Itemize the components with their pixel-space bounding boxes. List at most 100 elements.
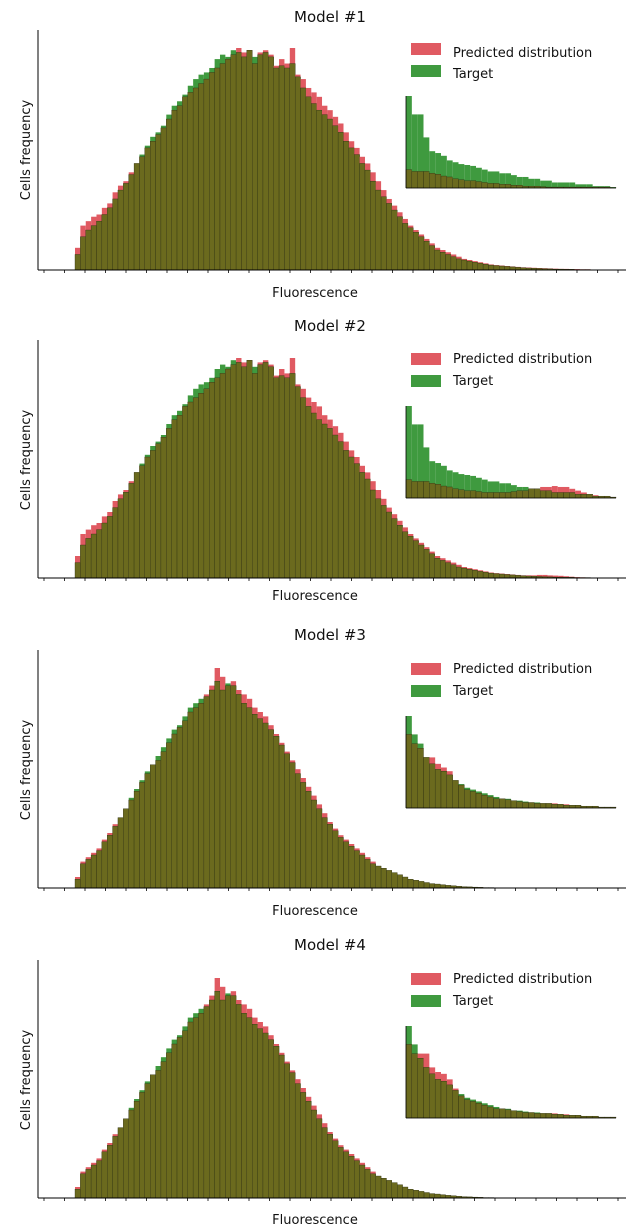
inset-bar-overlap [440, 485, 448, 499]
bar-overlap [380, 1178, 387, 1199]
bar-overlap [85, 859, 92, 889]
bar-overlap [439, 560, 446, 579]
inset-bar-overlap [434, 484, 442, 499]
inset-bar-overlap [504, 184, 512, 189]
bar-predicted [542, 574, 548, 578]
inset-bar-target [476, 477, 482, 498]
bar-overlap [380, 868, 387, 889]
bar-overlap [225, 995, 231, 1199]
inset-bar-overlap [423, 171, 430, 189]
inset-bar-target [581, 184, 587, 188]
bar-overlap [461, 567, 468, 579]
bar-overlap [311, 1109, 317, 1199]
inset-bar-overlap [557, 1114, 564, 1119]
bar-overlap [386, 203, 393, 271]
inset-bar-overlap [510, 185, 518, 189]
bar-overlap [139, 156, 145, 271]
bar-overlap [327, 824, 333, 889]
bar-overlap [101, 214, 108, 271]
inset-bar-target [563, 182, 570, 188]
bar-overlap [133, 1101, 140, 1199]
bar-overlap [171, 1043, 178, 1199]
bar-overlap [85, 538, 92, 579]
bar-overlap [456, 566, 462, 579]
bar-overlap [214, 67, 221, 271]
bar-overlap [386, 1180, 393, 1199]
bar-overlap [407, 227, 414, 271]
bar-overlap [90, 225, 97, 271]
bar-overlap [219, 63, 226, 271]
inset-bar-overlap [493, 492, 500, 499]
bar-overlap [359, 1164, 366, 1199]
bar-overlap [182, 1030, 188, 1199]
inset-bar-overlap [504, 799, 512, 809]
inset-bar-overlap [487, 796, 494, 809]
inset-bar-target [458, 474, 465, 498]
bar-overlap [337, 441, 344, 579]
bar-overlap [294, 76, 301, 271]
inset-bar-overlap [493, 183, 500, 189]
bar-overlap [268, 1039, 274, 1199]
bar-overlap [123, 183, 129, 271]
inset-bar-overlap [516, 185, 523, 189]
bar-overlap [402, 876, 409, 889]
bar-overlap [359, 472, 366, 579]
inset-bar-target [499, 173, 506, 188]
bar-overlap [182, 96, 188, 271]
bar-overlap [101, 841, 108, 889]
bar-overlap [144, 456, 151, 579]
bar-overlap [316, 1118, 323, 1199]
bar-overlap [321, 817, 328, 889]
bar-overlap [241, 703, 248, 889]
inset-bar-target [481, 169, 488, 188]
bar-overlap [74, 562, 81, 579]
bar-overlap [268, 56, 274, 271]
bar-overlap [327, 118, 333, 271]
bar-overlap [246, 360, 253, 579]
inset-bar-overlap [574, 805, 582, 809]
inset-bar-target [516, 176, 523, 188]
bar-overlap [278, 65, 285, 271]
inset-bar-overlap [464, 180, 471, 189]
bar-overlap [375, 189, 382, 271]
bar-overlap [203, 696, 210, 889]
inset-bar-overlap [499, 1108, 506, 1119]
bar-overlap [359, 854, 366, 889]
inset-bar-overlap [586, 494, 593, 499]
bar-overlap [262, 722, 269, 889]
bar-overlap [434, 249, 441, 271]
inset-bar-overlap [481, 492, 488, 499]
inset-bar-target [446, 160, 453, 188]
x-axis-label: Fluorescence [272, 589, 358, 604]
inset-bar-target [470, 165, 476, 188]
bar-overlap [284, 753, 290, 889]
bar-overlap [203, 388, 210, 579]
chart-title: Model #2 [294, 317, 366, 335]
inset-bar-target [417, 424, 424, 498]
inset-bar-overlap [516, 1111, 523, 1119]
bar-overlap [80, 544, 86, 579]
bar-overlap [96, 850, 103, 889]
bar-overlap [407, 879, 414, 889]
bar-overlap [504, 574, 511, 579]
inset-bar-overlap [440, 175, 448, 189]
inset-bar-overlap [487, 183, 494, 189]
bar-overlap [262, 362, 269, 579]
inset-bar-target [423, 137, 430, 188]
bar-overlap [504, 266, 511, 271]
bar-overlap [257, 1028, 264, 1199]
bar-overlap [133, 163, 140, 271]
bar-overlap [278, 375, 285, 579]
bar-overlap [209, 382, 215, 579]
inset-bar-overlap [563, 492, 570, 499]
legend-label-target: Target [452, 67, 493, 82]
inset-bar-overlap [510, 800, 518, 809]
bar-overlap [268, 366, 274, 579]
bar-overlap [160, 1061, 167, 1199]
inset-bar-overlap [434, 174, 442, 189]
bar-overlap [257, 364, 264, 579]
inset-bar-overlap [458, 1095, 465, 1119]
bar-overlap [128, 174, 135, 271]
bar-overlap [80, 863, 86, 889]
bar-overlap [192, 707, 199, 889]
